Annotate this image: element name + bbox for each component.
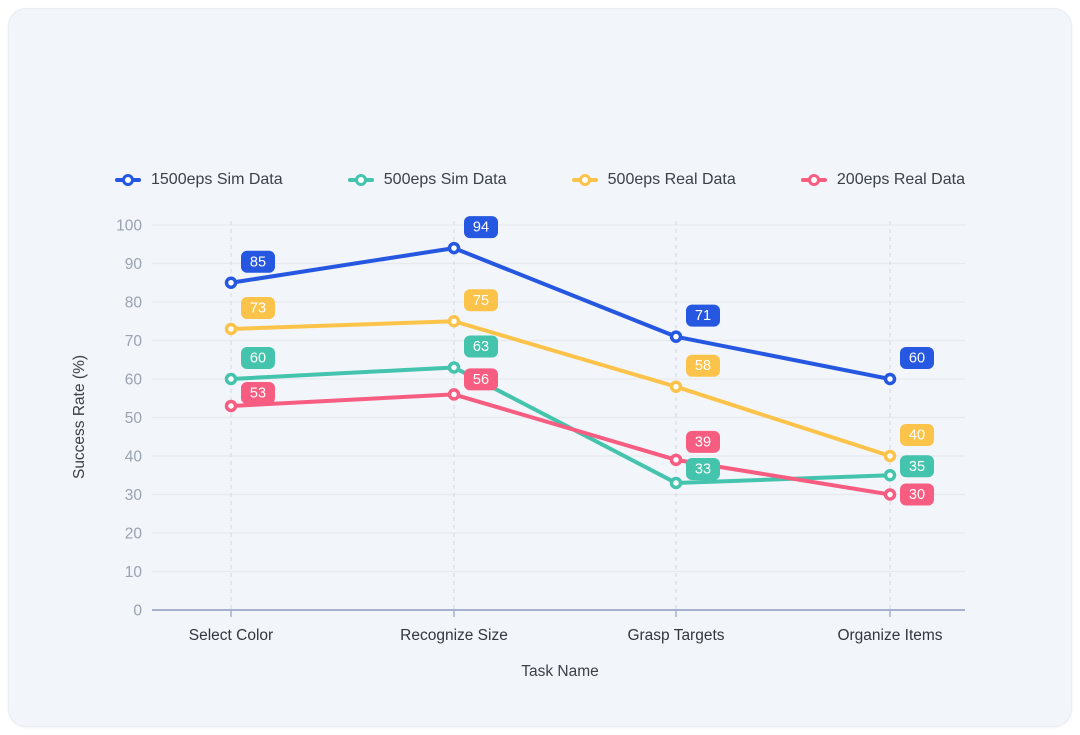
- y-tick-label: 10: [125, 564, 143, 581]
- data-point-500eps-sim-data[interactable]: [669, 476, 683, 490]
- data-label-badge-500eps-sim-data: [464, 335, 498, 358]
- x-tick-label-grasp-targets: Grasp Targets: [627, 627, 724, 644]
- data-point-200eps-real-data[interactable]: [447, 388, 461, 401]
- legend-label: 500eps Sim Data: [383, 171, 507, 188]
- chart-card: [8, 8, 1072, 727]
- x-tick-label-organize-items: Organize Items: [837, 627, 942, 644]
- data-label-badge-1500eps-sim-data: [686, 304, 720, 327]
- data-point-500eps-sim-data[interactable]: [224, 372, 238, 386]
- data-label-value: 30: [909, 487, 925, 503]
- y-tick-label: 70: [125, 333, 143, 350]
- data-point-500eps-real-data[interactable]: [224, 322, 238, 336]
- series-line-500eps-real-data: [229, 319, 892, 458]
- data-point-200eps-real-data[interactable]: [224, 399, 238, 413]
- data-point-500eps-sim-data[interactable]: [883, 469, 897, 482]
- legend-item-200eps-real-data[interactable]: 200eps Real Data: [800, 171, 965, 189]
- y-axis-title: Success Rate (%): [71, 354, 88, 480]
- data-label-value: 39: [695, 434, 711, 450]
- legend-item-1500eps-sim-data[interactable]: 1500eps Sim Data: [115, 171, 283, 189]
- data-point-1500eps-sim-data[interactable]: [669, 330, 683, 343]
- x-tick-label-select-color: Select Color: [189, 627, 273, 644]
- data-label-badge-1500eps-sim-data: [241, 250, 275, 273]
- data-label-value: 58: [695, 358, 711, 374]
- data-point-500eps-real-data[interactable]: [447, 315, 461, 328]
- data-label-value: 60: [250, 351, 266, 367]
- data-point-500eps-real-data[interactable]: [883, 449, 897, 463]
- data-label-badge-500eps-real-data: [241, 296, 275, 319]
- data-label-badge-200eps-real-data: [241, 381, 275, 404]
- y-tick-label: 40: [125, 449, 143, 466]
- x-axis-title: Task Name: [521, 663, 599, 680]
- y-tick-label: 80: [125, 295, 143, 312]
- data-label-badge-500eps-real-data: [900, 424, 934, 446]
- data-point-500eps-sim-data[interactable]: [447, 361, 461, 374]
- data-label-badge-500eps-sim-data: [900, 455, 934, 478]
- y-tick-label: 90: [125, 256, 143, 273]
- y-tick-label: 100: [116, 218, 142, 235]
- legend-line-marker-icon: [571, 174, 598, 186]
- data-label-value: 85: [250, 254, 266, 270]
- series-line-1500eps-sim-data: [229, 246, 892, 381]
- legend-label: 500eps Real Data: [607, 171, 736, 188]
- data-label-badge-500eps-sim-data: [241, 347, 275, 369]
- y-tick-label: 0: [133, 603, 142, 620]
- data-label-value: 35: [909, 459, 925, 475]
- chart-legend: 1500eps Sim Data 500eps Sim Data 500eps …: [115, 166, 965, 194]
- data-label-badge-1500eps-sim-data: [464, 216, 498, 239]
- legend-label: 200eps Real Data: [836, 171, 965, 188]
- legend-item-500eps-real-data[interactable]: 500eps Real Data: [571, 171, 736, 189]
- x-tick-label-recognize-size: Recognize Size: [400, 627, 508, 644]
- data-label-value: 60: [909, 351, 925, 367]
- series-line-200eps-real-data: [229, 392, 892, 497]
- y-tick-label: 20: [125, 526, 143, 543]
- data-label-value: 53: [250, 385, 266, 401]
- data-label-badge-200eps-real-data: [900, 483, 934, 506]
- data-label-badge-500eps-sim-data: [686, 457, 720, 480]
- data-label-badge-200eps-real-data: [464, 368, 498, 391]
- data-label-badge-200eps-real-data: [686, 430, 720, 453]
- data-label-badge-500eps-real-data: [464, 289, 498, 312]
- data-label-value: 56: [473, 372, 489, 388]
- legend-item-500eps-sim-data[interactable]: 500eps Sim Data: [347, 171, 507, 189]
- y-tick-label: 60: [125, 372, 143, 389]
- y-tick-label: 30: [125, 487, 143, 504]
- data-label-badge-500eps-real-data: [686, 354, 720, 377]
- data-point-1500eps-sim-data[interactable]: [447, 241, 461, 255]
- data-point-200eps-real-data[interactable]: [883, 488, 897, 501]
- data-label-value: 40: [909, 428, 925, 444]
- legend-line-marker-icon: [347, 174, 374, 186]
- data-label-value: 94: [473, 220, 489, 236]
- data-point-500eps-real-data[interactable]: [669, 380, 683, 393]
- data-label-value: 73: [250, 300, 266, 316]
- y-tick-label: 50: [125, 410, 143, 427]
- data-label-value: 75: [473, 293, 489, 309]
- data-label-value: 71: [695, 308, 711, 324]
- legend-line-marker-icon: [115, 174, 141, 186]
- legend-line-marker-icon: [800, 174, 827, 186]
- data-label-value: 33: [695, 461, 711, 477]
- data-point-1500eps-sim-data[interactable]: [224, 276, 238, 289]
- data-point-1500eps-sim-data[interactable]: [883, 372, 897, 386]
- data-label-value: 63: [473, 339, 489, 355]
- legend-label: 1500eps Sim Data: [151, 171, 283, 188]
- data-point-200eps-real-data[interactable]: [669, 453, 683, 467]
- data-label-badge-1500eps-sim-data: [900, 347, 934, 369]
